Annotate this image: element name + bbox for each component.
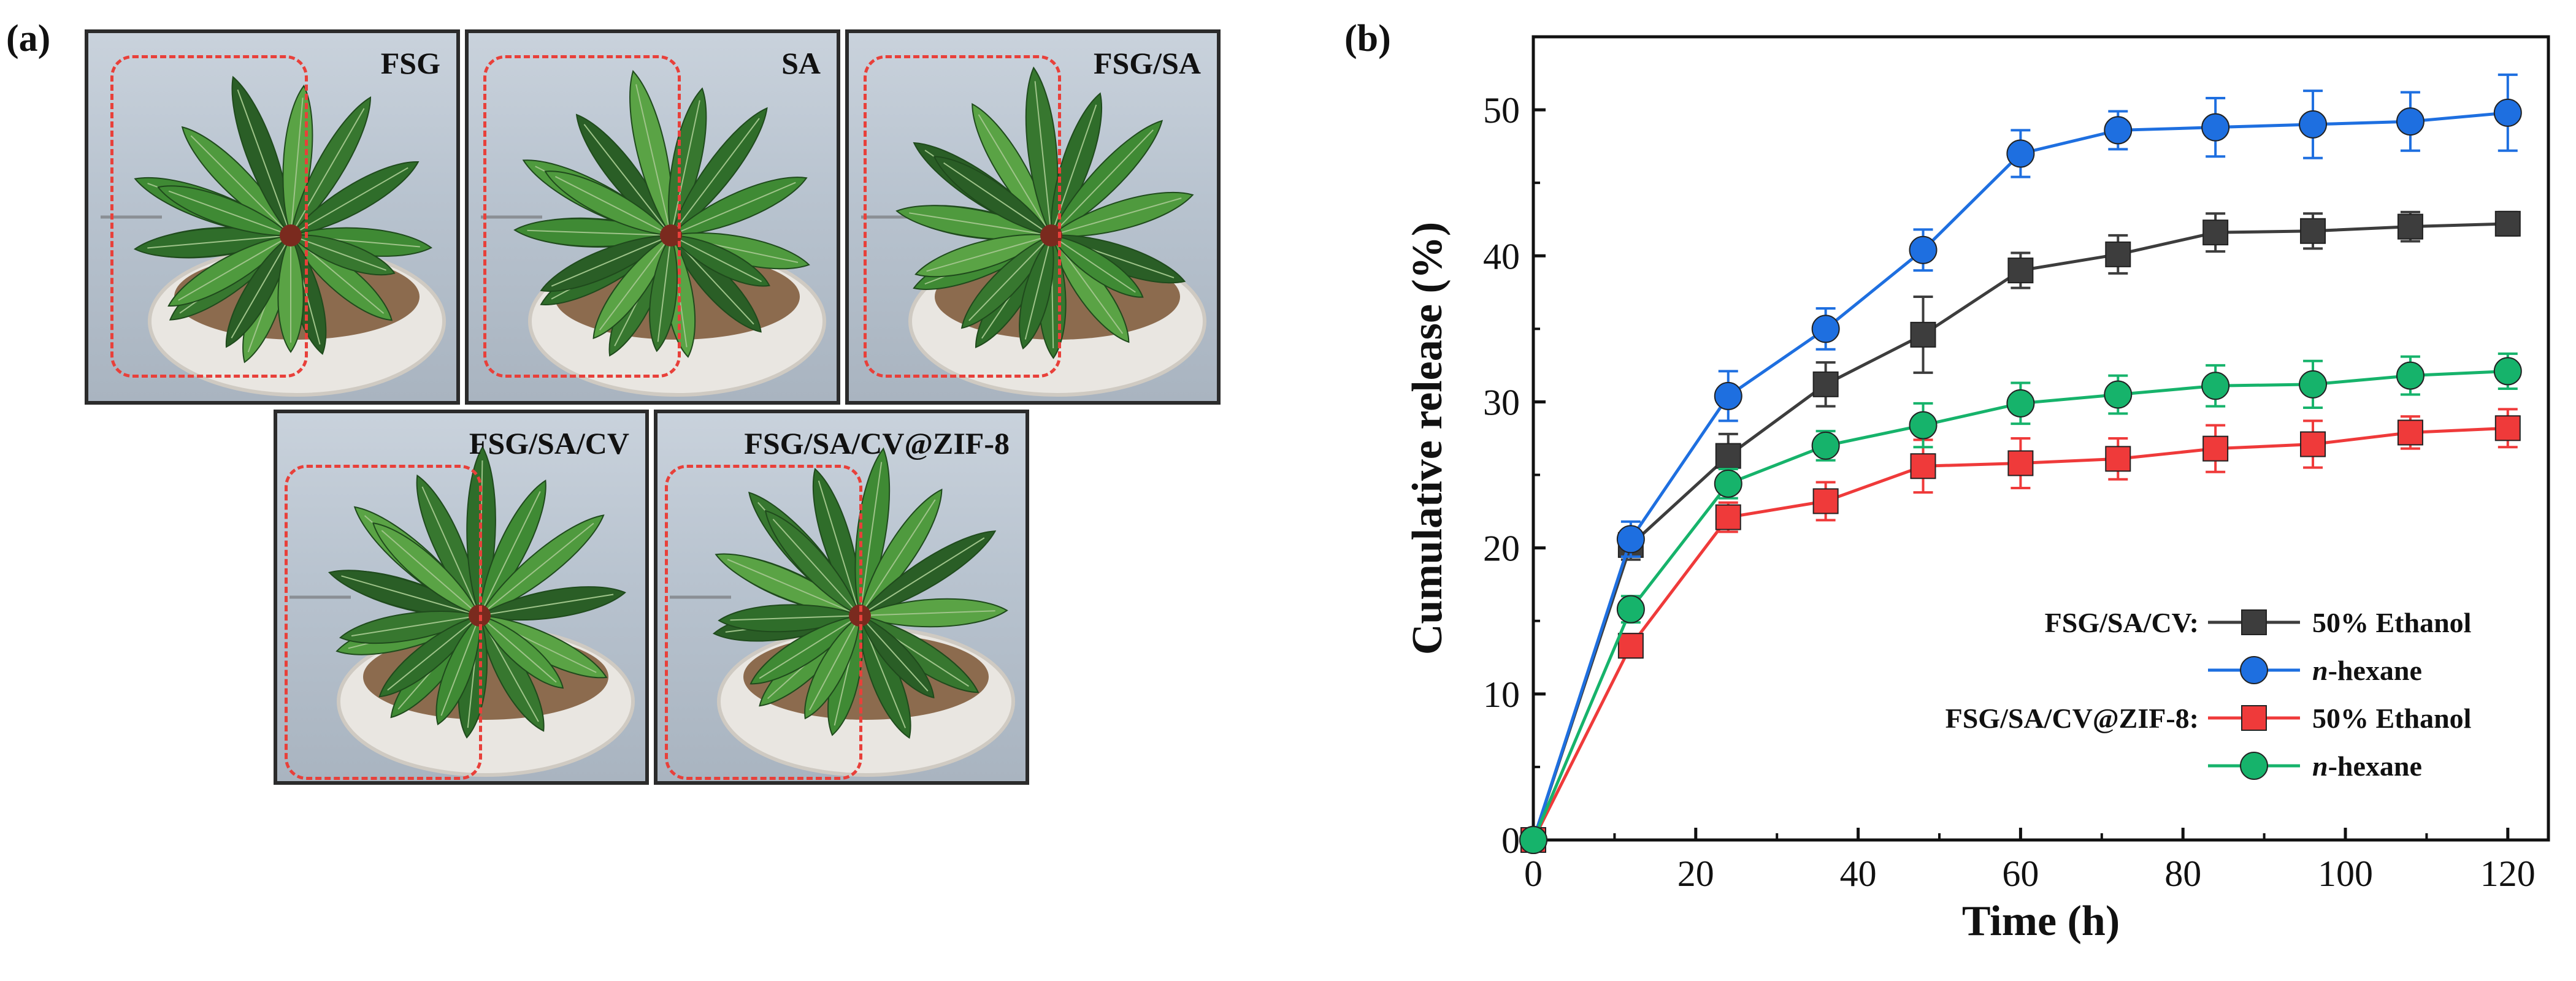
photo-label: FSG/SA/CV@ZIF-8 [744,426,1010,460]
series-line [1531,222,2508,841]
plant-photo-sa: SA [465,29,840,405]
x-tick-label: 60 [2002,853,2039,894]
data-point [2201,113,2230,142]
data-point [2493,357,2522,386]
highlight-box [864,55,1061,378]
data-point [2494,210,2521,237]
panel-b-label: (b) [1344,18,1391,59]
data-point [2396,361,2425,390]
legend-entry-label: n-hexane [2312,750,2422,782]
legend-entry-label: 50% Ethanol [2312,607,2471,638]
plant-icon [101,75,446,397]
plant-icon [670,447,1015,777]
legend-marker [2241,609,2267,635]
x-tick-label: 80 [2164,853,2201,894]
data-point [1714,469,1742,498]
x-tick-label: 0 [1524,853,1543,894]
series-3 [1519,352,2522,854]
y-axis-label: Cumulative release (%) [1404,222,1451,655]
data-point [1715,443,1741,469]
highlight-box [285,465,482,780]
x-axis-label: Time (h) [1962,898,2120,945]
chart-legend: FSG/SA/CV: 50% Ethanol n-hexane FSG/SA/CV@Z… [1945,607,2472,782]
data-point [2299,110,2328,139]
plant-photo-fsg-sa-cv-zif8: FSG/SA/CV@ZIF-8 [654,410,1029,785]
data-point [1617,633,1644,659]
data-point [2105,446,2131,472]
data-point [2300,431,2326,457]
y-tick-label: 20 [1483,529,1520,569]
x-tick-label: 20 [1677,853,1714,894]
data-point [2300,218,2326,244]
chart-series [1519,73,2522,854]
plant-icon [861,66,1206,397]
data-point [2104,380,2133,409]
data-point [2202,219,2229,246]
plant-photo-fsg-sa-cv: FSG/SA/CV [274,410,649,785]
data-point [1910,453,1936,479]
highlight-box [665,465,862,780]
data-point [2006,139,2035,168]
legend-marker [2240,752,2268,780]
highlight-box [483,55,681,378]
legend-group-label: FSG/SA/CV: [2045,607,2199,638]
data-point [1811,315,1840,343]
highlight-box [110,55,308,378]
data-point [2299,370,2328,399]
legend-marker [2240,656,2268,684]
data-point [1909,235,1938,264]
photo-label: SA [781,46,821,80]
data-point [1519,826,1547,854]
data-point [1811,431,1840,460]
y-tick-label: 50 [1483,90,1520,131]
data-point [1616,595,1645,624]
legend-group-label: FSG/SA/CV@ZIF-8: [1945,703,2199,734]
data-point [1812,371,1839,397]
x-tick-label: 40 [1840,853,1877,894]
plant-icon [481,70,826,397]
data-point [2006,389,2035,418]
data-point [1715,504,1741,530]
data-point [1909,411,1938,440]
plant-icon [289,446,635,777]
x-tick-label: 100 [2318,853,2373,894]
data-point [2397,213,2423,240]
data-point [2007,258,2034,284]
x-tick-label: 120 [2480,853,2536,894]
data-point [2104,116,2133,145]
data-point [2007,450,2034,476]
data-point [2397,419,2423,446]
y-tick-label: 0 [1501,820,1520,861]
data-point [2396,107,2425,136]
photo-label: FSG/SA/CV [469,426,629,460]
data-point [2493,98,2522,127]
release-chart: 0 20 40 60 80 100 120 0 10 20 30 40 50 Time (h) Cumula… [1404,35,2550,945]
data-point [2202,435,2229,462]
plant-photo-fsg: FSG [85,29,460,405]
data-point [2105,241,2131,267]
data-point [2201,372,2230,400]
data-point [1616,525,1645,554]
plant-photo-fsg-sa: FSG/SA [845,29,1221,405]
y-tick-label: 10 [1483,674,1520,715]
data-point [2494,415,2521,441]
data-point [1910,321,1936,348]
photo-label: FSG [380,46,440,80]
plot-frame [1531,35,2550,842]
chart-axes: 0 20 40 60 80 100 120 0 10 20 30 40 50 Time (h) Cumula… [1404,35,2550,945]
legend-entry-label: 50% Ethanol [2312,703,2471,734]
data-point [1812,488,1839,514]
panel-a-label: (a) [6,18,51,59]
series-2 [1520,408,2521,853]
photo-label: FSG/SA [1093,46,1201,80]
legend-marker [2241,705,2267,731]
y-tick-label: 30 [1483,382,1520,422]
data-point [1714,381,1742,410]
legend-entry-label: n-hexane [2312,655,2422,686]
y-tick-label: 40 [1483,236,1520,277]
